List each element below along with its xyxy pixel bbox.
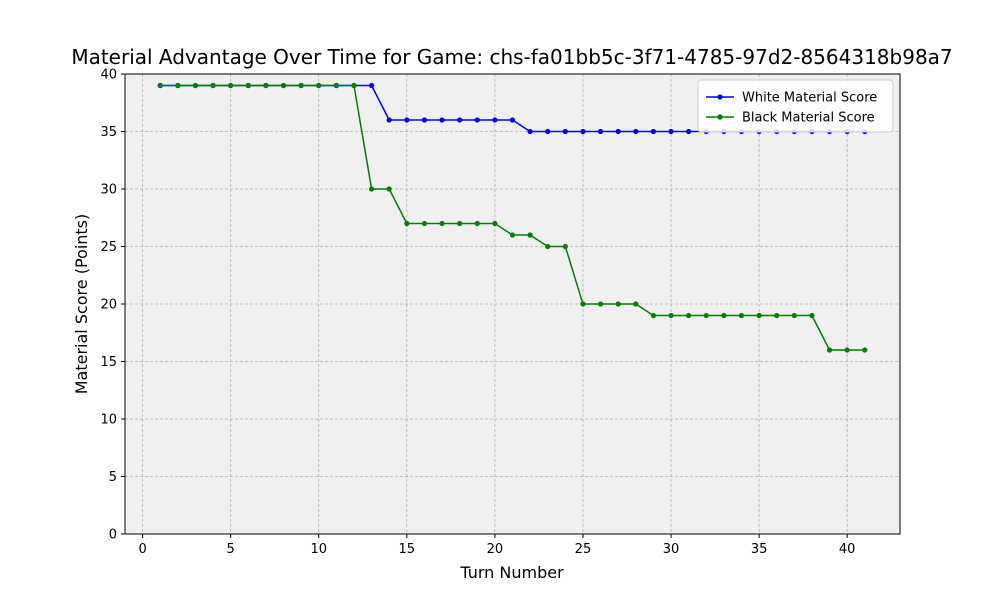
series-black [157,82,868,353]
data-point [492,220,498,227]
data-point [597,301,604,307]
data-point [245,82,251,89]
data-point [333,82,339,89]
y-tick-label: 30 [100,183,117,198]
chart-title: Material Advantage Over Time for Game: c… [71,45,952,69]
data-point [826,347,833,353]
data-point [457,117,463,123]
data-point [580,301,586,307]
x-tick-label: 30 [663,542,680,557]
y-tick-label: 5 [109,470,117,485]
x-tick-label: 25 [575,542,592,557]
data-point [157,82,163,89]
legend-item: Black Material Score [706,111,875,126]
legend-marker [717,94,723,100]
data-point [527,128,533,135]
legend-label: Black Material Score [742,111,875,126]
data-point [492,117,498,123]
data-point [509,232,516,238]
data-point [421,117,428,123]
data-point [562,128,568,135]
x-tick-label: 40 [839,542,856,557]
data-point [844,347,850,353]
data-point [263,82,269,89]
y-tick-label: 0 [109,528,117,543]
data-point [615,301,621,307]
data-point [545,128,551,135]
data-point [668,128,674,135]
data-point [809,312,815,319]
data-point [210,82,216,89]
data-point [386,186,392,192]
y-axis-label: Material Score (Points) [72,214,91,395]
data-point [368,186,375,192]
data-point [650,312,657,319]
data-point [633,128,639,135]
data-point [509,117,516,123]
data-point [228,82,234,89]
data-point [298,82,304,89]
data-point [474,117,480,123]
data-point [721,312,727,319]
y-tick-label: 25 [100,240,117,255]
legend: White Material Score Black Material Score [697,79,894,133]
data-point [756,312,762,319]
data-point [545,243,551,250]
data-point [703,312,709,319]
data-point [439,220,445,227]
y-tick-label: 35 [100,125,117,140]
x-tick-label: 5 [227,542,235,557]
data-point [192,82,199,89]
legend-label: White Material Score [742,91,877,106]
data-point [280,82,287,89]
x-tick-label: 35 [751,542,768,557]
data-point [421,220,428,227]
data-point [668,312,674,319]
y-axis: 0 5 10 15 20 25 30 35 40 [100,68,125,543]
data-point [633,301,639,307]
data-point [351,82,357,89]
data-point [650,128,657,135]
legend-marker [717,114,723,120]
legend-box [697,79,894,133]
x-tick-label: 20 [487,542,504,557]
x-tick-label: 15 [399,542,416,557]
y-tick-label: 10 [100,413,117,428]
x-tick-label: 0 [138,542,146,557]
y-tick-label: 20 [100,298,117,313]
x-axis-label: Turn Number [459,563,564,582]
data-point [562,243,568,250]
data-point [597,128,604,135]
data-point [615,128,621,135]
data-point [316,82,322,89]
data-point [386,117,392,123]
legend-item: White Material Score [706,91,877,106]
x-tick-label: 10 [310,542,327,557]
data-point [774,312,780,319]
data-point [686,312,692,319]
data-point [738,312,745,319]
y-tick-label: 40 [100,68,117,83]
y-tick-label: 15 [100,355,117,370]
data-point [175,82,181,89]
data-point [457,220,463,227]
data-point [580,128,586,135]
data-point [368,82,375,89]
data-point [474,220,480,227]
data-point [439,117,445,123]
data-point [791,312,797,319]
data-point [862,347,868,353]
data-point [404,117,410,123]
data-point [686,128,692,135]
series-layer [157,82,868,353]
data-point [527,232,533,238]
x-axis: 0 5 10 15 20 25 30 35 40 [138,534,855,557]
data-point [404,220,410,227]
